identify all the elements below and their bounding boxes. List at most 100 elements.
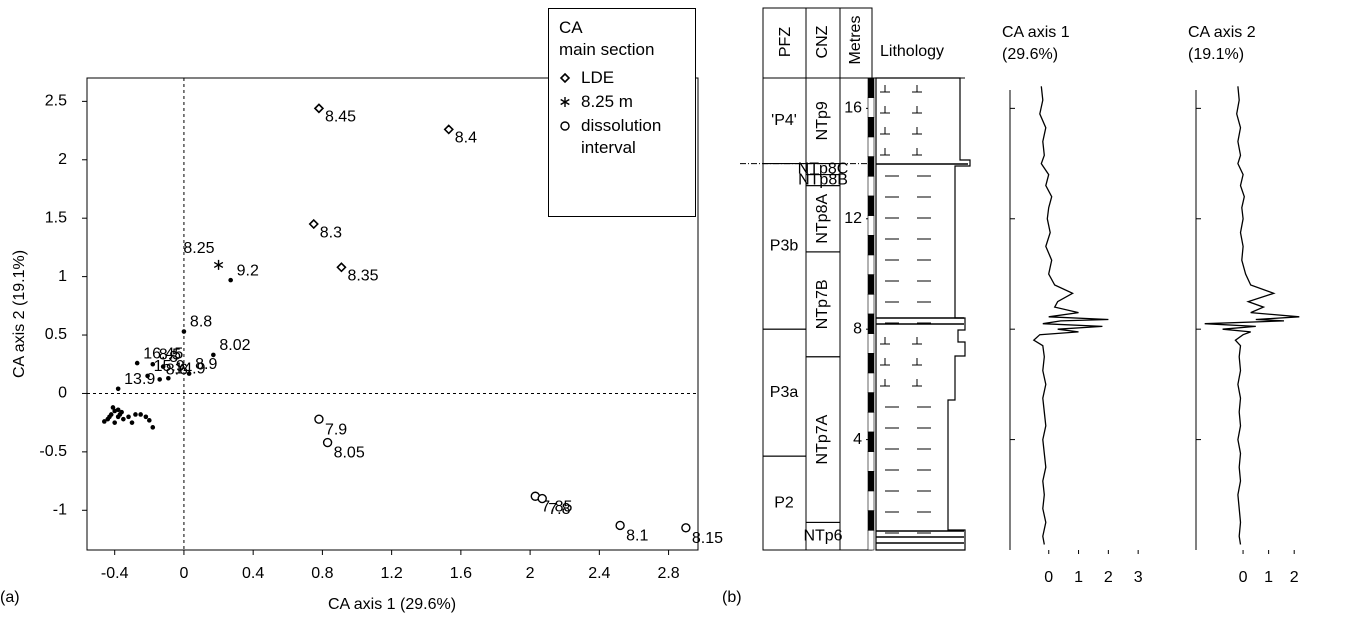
column-frame — [762, 7, 807, 551]
point-label: 13.9 — [124, 371, 155, 388]
legend-title-line: CA — [559, 18, 583, 37]
marker — [228, 277, 233, 283]
point-label: 15.9 — [154, 358, 185, 375]
marker — [129, 420, 135, 425]
legend-entry: LDE — [559, 67, 685, 89]
legend-title: CA main section — [559, 17, 685, 61]
legend-label: LDE — [581, 68, 615, 87]
scale-bar — [867, 490, 875, 511]
marker — [150, 361, 156, 367]
point-label: 8.25 — [183, 240, 214, 257]
y-tick-label: -1 — [53, 501, 67, 518]
marker — [145, 373, 150, 379]
column-header: Lithology — [880, 43, 944, 60]
point-label: 8.9 — [195, 356, 217, 373]
x-tick-label: 1 — [1074, 569, 1083, 586]
point-label: 14.9 — [174, 360, 205, 377]
point-label: 8.02 — [219, 337, 250, 354]
plot-frame — [86, 77, 699, 551]
marker — [560, 121, 570, 131]
x-axis-label: CA axis 1 (29.6%) — [328, 596, 456, 613]
marker — [213, 259, 224, 270]
marker — [134, 360, 140, 366]
cnz-label: NTp7B — [814, 279, 831, 329]
marker — [110, 405, 116, 410]
scale-bar — [867, 372, 875, 393]
legend-title-line: main section — [559, 40, 655, 59]
y-tick-label: 2 — [58, 151, 67, 168]
point-label: 7.8 — [548, 501, 570, 518]
point-label: 9.2 — [237, 262, 259, 279]
y-axis-label: CA axis 2 (19.1%) — [11, 250, 28, 378]
x-tick-label: 0 — [1239, 569, 1248, 586]
column-frame — [839, 7, 873, 551]
point-label: 16.45 — [143, 345, 183, 362]
scale-bar — [867, 136, 875, 157]
scale-bar — [867, 412, 875, 433]
marker — [143, 414, 149, 420]
x-tick-label: 3 — [1134, 569, 1143, 586]
point-label: 8.6 — [166, 362, 188, 379]
y-tick-label: 2.5 — [45, 93, 67, 110]
legend: CA main section LDE 8.25 m dissolution inte… — [548, 8, 696, 217]
x-tick-label: 1.6 — [450, 565, 472, 582]
marker — [537, 493, 547, 504]
column-frame — [805, 7, 841, 551]
marker — [115, 407, 121, 413]
cnz-label: NTp8C — [798, 160, 849, 177]
scale-bar — [867, 294, 875, 315]
x-tick-label: 0 — [179, 565, 188, 582]
panel-label: (b) — [722, 589, 742, 606]
marker — [308, 218, 319, 230]
point-label: 8.1 — [626, 528, 648, 545]
x-tick-label: 0.8 — [311, 565, 333, 582]
lithology-bed — [876, 163, 968, 544]
marker — [133, 412, 138, 417]
y-tick-label: 0 — [58, 385, 67, 402]
profile-line — [1032, 86, 1109, 545]
marker — [443, 124, 454, 135]
scale-bar — [867, 156, 875, 177]
chart-title: CA axis 1 — [1002, 24, 1070, 41]
column-header: CNZ — [814, 25, 831, 58]
marker — [313, 103, 325, 114]
x-tick-label: 2 — [1104, 569, 1113, 586]
point-label: 8.45 — [325, 109, 356, 126]
scale-bar — [867, 77, 875, 98]
marker — [160, 364, 166, 369]
cnz-label: NTp7A — [814, 414, 831, 464]
chart-subtitle: (19.1%) — [1188, 46, 1244, 63]
scale-bar — [867, 530, 875, 551]
legend-marker — [560, 97, 570, 107]
lithology-outline — [875, 77, 971, 551]
scale-bar — [867, 254, 875, 275]
depth-label: 4 — [853, 431, 862, 448]
pfz-label: 'P4' — [771, 112, 797, 129]
y-tick-label: 1 — [58, 268, 67, 285]
panel-label: (a) — [0, 589, 20, 606]
point-label: 8.4 — [455, 130, 477, 147]
scale-bar — [867, 195, 875, 216]
marker — [138, 412, 143, 417]
scale-bar — [867, 333, 875, 354]
point-label: 8.15 — [692, 530, 723, 547]
marker — [121, 416, 126, 422]
x-tick-label: 1.2 — [381, 565, 403, 582]
marker — [166, 375, 171, 381]
cnz-label: NTp6 — [803, 527, 842, 544]
marker — [186, 371, 192, 376]
scale-bar — [867, 431, 875, 452]
point-label: 7.9 — [325, 421, 347, 438]
marker — [157, 377, 162, 382]
depth-label: 8 — [853, 320, 862, 337]
y-tick-label: 1.5 — [45, 209, 67, 226]
scale-bar — [867, 176, 875, 197]
marker — [559, 72, 571, 84]
scale-bar — [867, 117, 875, 138]
point-label: 8.35 — [347, 267, 378, 284]
point-label: 8.5 — [159, 346, 181, 363]
x-tick-label: 0.4 — [242, 565, 264, 582]
depth-label: 12 — [844, 210, 862, 227]
marker — [147, 418, 152, 423]
cnz-label: NTp8B — [798, 171, 848, 188]
